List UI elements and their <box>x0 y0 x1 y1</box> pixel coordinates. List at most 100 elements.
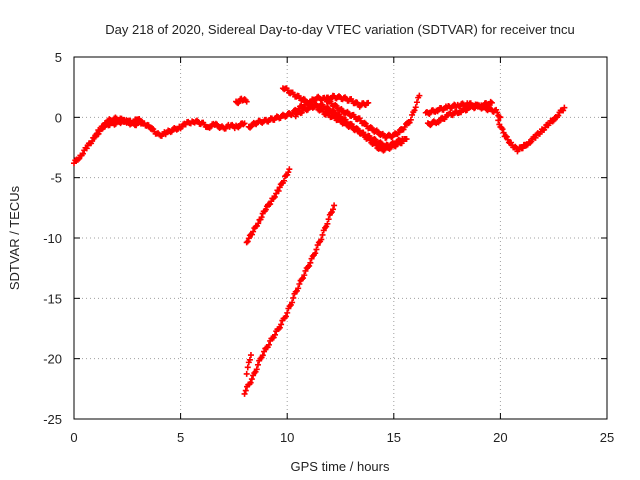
data-point <box>243 98 250 105</box>
data-point <box>289 299 296 306</box>
y-tick-label: -10 <box>43 231 62 246</box>
data-point <box>295 285 302 292</box>
data-point <box>499 126 506 133</box>
data-point <box>411 107 418 114</box>
series-arc-6 <box>292 101 410 154</box>
data-point <box>500 129 507 136</box>
data-point <box>407 116 414 123</box>
data-point <box>276 184 283 191</box>
data-point <box>494 109 501 116</box>
data-point <box>245 235 252 242</box>
x-tick-label: 20 <box>493 430 507 445</box>
data-point <box>555 112 562 119</box>
data-point <box>324 220 331 227</box>
data-point <box>519 145 526 152</box>
data-point <box>403 136 410 143</box>
series-arc-11 <box>243 166 293 246</box>
data-point <box>248 376 255 383</box>
y-tick-label: -15 <box>43 291 62 306</box>
series-arc-9 <box>424 98 495 129</box>
data-point <box>284 309 291 316</box>
tick-labels: 0 5 10 15 20 25 5 0 -5 -10 -15 -20 -25 <box>43 50 614 445</box>
data-point <box>242 387 249 394</box>
data-point <box>281 177 288 184</box>
data-point <box>250 228 257 235</box>
data-points <box>71 85 568 397</box>
data-point <box>306 262 313 269</box>
data-point <box>258 214 265 221</box>
data-point <box>265 341 272 348</box>
data-point <box>413 99 420 106</box>
x-tick-label: 25 <box>600 430 614 445</box>
data-point <box>253 366 260 373</box>
data-point <box>313 246 320 253</box>
data-point <box>272 331 279 338</box>
data-point <box>331 202 338 209</box>
y-axis-label: SDTVAR / TECUs <box>7 185 22 290</box>
data-point <box>487 98 494 105</box>
data-point <box>330 206 337 213</box>
data-point <box>319 231 326 238</box>
y-tick-label: -20 <box>43 352 62 367</box>
data-point <box>285 169 292 176</box>
data-point <box>549 118 556 125</box>
x-axis-label: GPS time / hours <box>291 459 390 474</box>
x-tick-label: 5 <box>177 430 184 445</box>
data-point <box>262 206 269 213</box>
x-tick-label: 10 <box>280 430 294 445</box>
data-point <box>241 120 248 127</box>
data-point <box>259 352 266 359</box>
data-point <box>76 155 83 162</box>
series-arc-12 <box>241 202 338 397</box>
data-point <box>268 198 275 205</box>
data-point <box>488 99 495 106</box>
data-point <box>255 220 262 227</box>
data-point <box>243 370 250 377</box>
x-tick-label: 15 <box>387 430 401 445</box>
data-point <box>301 272 308 279</box>
chart-title: Day 218 of 2020, Sidereal Day-to-day VTE… <box>105 22 574 37</box>
data-point <box>318 236 325 243</box>
data-point <box>278 321 285 328</box>
y-tick-label: 5 <box>55 50 62 65</box>
data-point <box>276 324 283 331</box>
series-arc-13 <box>243 352 254 377</box>
data-point <box>286 166 293 173</box>
ticks <box>73 56 608 420</box>
data-point <box>275 187 282 194</box>
series-arc-10 <box>495 104 568 155</box>
data-point <box>327 210 334 217</box>
data-point <box>244 364 251 371</box>
data-point <box>497 114 504 121</box>
data-point <box>416 92 423 99</box>
data-point <box>307 259 314 266</box>
data-point <box>254 361 261 368</box>
y-tick-label: -25 <box>43 412 62 427</box>
data-point <box>247 352 254 359</box>
data-point <box>365 99 372 106</box>
data-point <box>561 104 568 111</box>
series-arc-7 <box>322 92 372 110</box>
data-point <box>479 103 486 110</box>
data-point <box>247 379 254 386</box>
data-point <box>296 280 303 287</box>
data-point <box>244 238 251 245</box>
series-arc-4 <box>245 92 423 141</box>
data-point <box>83 145 90 152</box>
data-point <box>246 356 253 363</box>
x-tick-label: 0 <box>70 430 77 445</box>
data-point <box>312 250 319 257</box>
data-point <box>104 120 111 127</box>
data-point <box>139 119 146 126</box>
data-point <box>290 294 297 301</box>
data-point <box>79 150 86 157</box>
data-point <box>241 390 248 397</box>
data-point <box>243 239 250 246</box>
series-arc-3 <box>233 95 250 107</box>
series-arc-2 <box>92 114 146 139</box>
y-tick-label: -5 <box>50 171 62 186</box>
data-point <box>325 216 332 223</box>
data-point <box>89 138 96 145</box>
data-point <box>503 133 510 140</box>
